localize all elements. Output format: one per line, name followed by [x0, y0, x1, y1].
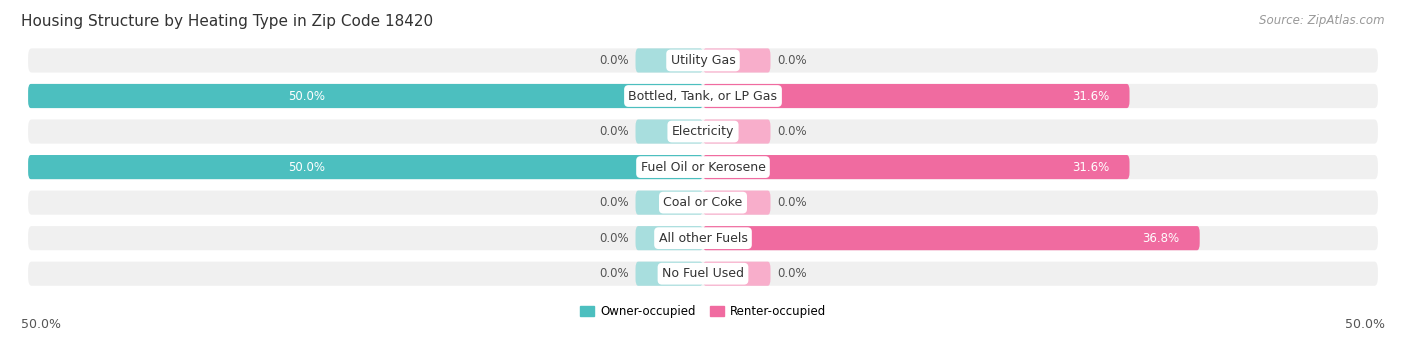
- FancyBboxPatch shape: [28, 84, 703, 108]
- FancyBboxPatch shape: [636, 48, 703, 73]
- FancyBboxPatch shape: [703, 262, 770, 286]
- FancyBboxPatch shape: [28, 84, 1378, 108]
- FancyBboxPatch shape: [703, 84, 1129, 108]
- FancyBboxPatch shape: [703, 48, 770, 73]
- Text: No Fuel Used: No Fuel Used: [662, 267, 744, 280]
- Text: Bottled, Tank, or LP Gas: Bottled, Tank, or LP Gas: [628, 89, 778, 103]
- FancyBboxPatch shape: [703, 226, 1199, 250]
- Text: Coal or Coke: Coal or Coke: [664, 196, 742, 209]
- FancyBboxPatch shape: [28, 226, 1378, 250]
- Text: 0.0%: 0.0%: [778, 196, 807, 209]
- Text: Electricity: Electricity: [672, 125, 734, 138]
- Text: 50.0%: 50.0%: [288, 161, 325, 174]
- FancyBboxPatch shape: [28, 262, 1378, 286]
- Text: Source: ZipAtlas.com: Source: ZipAtlas.com: [1260, 14, 1385, 27]
- FancyBboxPatch shape: [636, 191, 703, 215]
- Text: Utility Gas: Utility Gas: [671, 54, 735, 67]
- Text: 0.0%: 0.0%: [599, 232, 628, 245]
- FancyBboxPatch shape: [703, 119, 770, 144]
- Text: 0.0%: 0.0%: [599, 267, 628, 280]
- Text: 0.0%: 0.0%: [599, 125, 628, 138]
- Text: Housing Structure by Heating Type in Zip Code 18420: Housing Structure by Heating Type in Zip…: [21, 14, 433, 29]
- FancyBboxPatch shape: [703, 191, 770, 215]
- Text: 36.8%: 36.8%: [1142, 232, 1180, 245]
- FancyBboxPatch shape: [28, 155, 1378, 179]
- FancyBboxPatch shape: [28, 155, 703, 179]
- Text: All other Fuels: All other Fuels: [658, 232, 748, 245]
- FancyBboxPatch shape: [28, 191, 1378, 215]
- Text: 0.0%: 0.0%: [778, 267, 807, 280]
- FancyBboxPatch shape: [28, 48, 1378, 73]
- FancyBboxPatch shape: [703, 155, 1129, 179]
- Text: 0.0%: 0.0%: [778, 125, 807, 138]
- Text: 50.0%: 50.0%: [21, 318, 60, 331]
- Text: 0.0%: 0.0%: [599, 196, 628, 209]
- Text: Fuel Oil or Kerosene: Fuel Oil or Kerosene: [641, 161, 765, 174]
- Text: 50.0%: 50.0%: [1346, 318, 1385, 331]
- FancyBboxPatch shape: [636, 226, 703, 250]
- Text: 0.0%: 0.0%: [778, 54, 807, 67]
- FancyBboxPatch shape: [28, 119, 1378, 144]
- Text: 0.0%: 0.0%: [599, 54, 628, 67]
- Text: 31.6%: 31.6%: [1071, 161, 1109, 174]
- Text: 31.6%: 31.6%: [1071, 89, 1109, 103]
- FancyBboxPatch shape: [636, 262, 703, 286]
- Legend: Owner-occupied, Renter-occupied: Owner-occupied, Renter-occupied: [575, 300, 831, 323]
- Text: 50.0%: 50.0%: [288, 89, 325, 103]
- FancyBboxPatch shape: [636, 119, 703, 144]
